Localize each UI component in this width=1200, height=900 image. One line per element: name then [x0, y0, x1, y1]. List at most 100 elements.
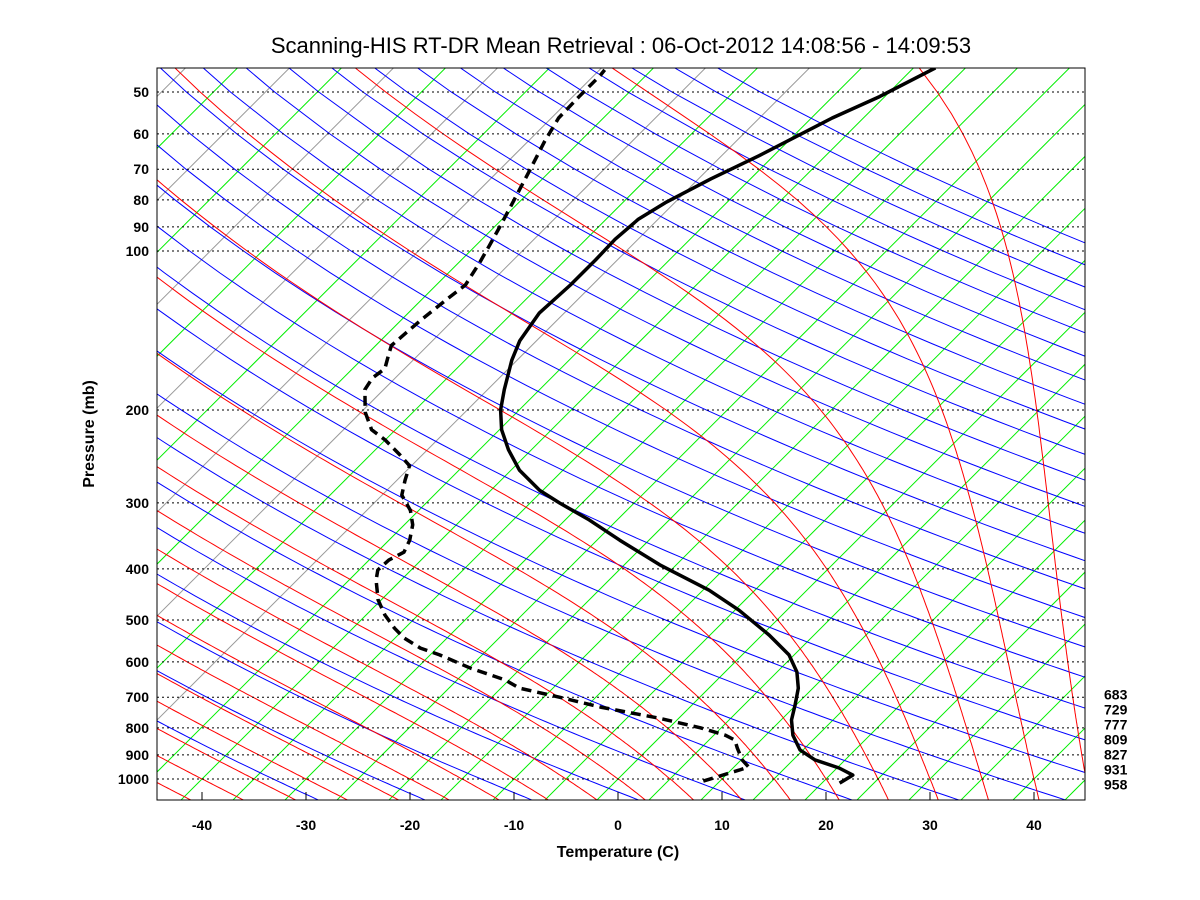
- isotherm-line: [440, 155, 1085, 800]
- moist-adiabat-line: [157, 700, 349, 800]
- plot-frame: [156, 67, 1086, 801]
- moist-adiabat-line: [354, 68, 989, 800]
- isotherm-line: [157, 68, 395, 305]
- x-axis-label: Temperature (C): [557, 844, 679, 861]
- temperature-profile-line: [498, 68, 937, 785]
- right-level-label: 958: [1104, 777, 1128, 793]
- y-tick-label: 300: [126, 495, 150, 511]
- y-tick-label: 100: [126, 243, 150, 259]
- isotherm-line: [232, 68, 967, 800]
- dry-adiabat-line: [157, 526, 747, 800]
- axes: -40 -30 -20 -10 0 10 20 30 40 6837297778098279319…: [156, 67, 1128, 833]
- isotherm-line: [157, 68, 551, 461]
- isotherm-line: [700, 415, 1085, 800]
- isotherm-line: [157, 68, 863, 773]
- moist-adiabat-line: [157, 466, 695, 800]
- profiles: [363, 68, 937, 785]
- x-tick-label: 30: [922, 817, 938, 833]
- isotherm-line: [648, 363, 1085, 800]
- moist-adiabat-line: [157, 509, 647, 800]
- isotherm-line: [157, 68, 655, 565]
- dry-adiabat-line: [202, 68, 1085, 534]
- isotherm-line: [1116, 41, 1200, 801]
- dry-adiabat-line: [373, 68, 1085, 430]
- right-level-label: 729: [1104, 702, 1128, 718]
- moist-adiabat-line: [157, 548, 598, 800]
- y-tick-label: 80: [133, 192, 149, 208]
- isotherm-line: [336, 68, 1071, 800]
- moist-adiabat-line: [918, 68, 1085, 777]
- dry-adiabat-line: [159, 68, 1085, 562]
- y-axis-label: Pressure (mb): [81, 380, 98, 488]
- right-level-label: 683: [1104, 687, 1128, 703]
- y-tick-label: 800: [126, 720, 150, 736]
- isotherm-line: [157, 68, 603, 513]
- isotherm-line: [856, 571, 1085, 800]
- dry-adiabat-line: [157, 573, 641, 800]
- moist-adiabat-line: [157, 754, 245, 800]
- right-level-label: 931: [1104, 762, 1128, 778]
- right-level-label: 777: [1104, 717, 1128, 733]
- y-tick-label: 60: [133, 126, 149, 142]
- isotherm-line: [544, 259, 1085, 800]
- dewpoint-profile-line: [363, 68, 751, 783]
- right-level-label: 809: [1104, 732, 1128, 748]
- dry-adiabat-line: [157, 670, 427, 800]
- y-tick-label: 600: [126, 654, 150, 670]
- dry-adiabat-line: [157, 225, 1085, 678]
- isotherm-line: [752, 467, 1085, 800]
- dry-adiabat-line: [459, 68, 1085, 381]
- moist-adiabat-line: [174, 68, 939, 800]
- isotherm-line: [908, 623, 1085, 800]
- y-tick-label: 500: [126, 612, 150, 628]
- y-tick-label: 90: [133, 219, 149, 235]
- dry-adiabat-line: [157, 184, 1085, 648]
- x-tick-label: -10: [504, 817, 524, 833]
- isotherm-line: [157, 68, 811, 721]
- dry-adiabat-line: [157, 104, 1085, 590]
- x-tick-label: -40: [192, 817, 212, 833]
- dry-adiabat-line: [157, 481, 854, 800]
- moist-adiabat-line: [157, 414, 743, 800]
- x-tick-label: 0: [614, 817, 622, 833]
- dry-adiabat-line: [331, 68, 1085, 455]
- isotherm-line: [157, 68, 447, 357]
- isotherm-line: [157, 68, 707, 617]
- isotherm-line: [0, 41, 5, 801]
- x-tick-label: -20: [400, 817, 420, 833]
- moist-adiabat-line: [157, 582, 550, 800]
- dry-adiabat-line: [545, 68, 1085, 334]
- moist-adiabat-line: [157, 179, 890, 800]
- isotherm-line: [388, 103, 1085, 800]
- isotherm-line: [157, 68, 343, 254]
- right-level-label: 827: [1104, 747, 1128, 763]
- dry-adiabat-line: [157, 144, 1085, 619]
- isotherm-line: [157, 68, 291, 202]
- isotherm-line: [157, 68, 759, 669]
- moist-adiabat-line: [157, 672, 400, 800]
- moist-adiabat-line: [157, 614, 501, 800]
- dry-adiabat-line: [157, 720, 320, 800]
- moist-adiabat-line: [157, 727, 297, 800]
- chart-title: Scanning-HIS RT-DR Mean Retrieval : 06-O…: [271, 33, 971, 58]
- moist-adiabat-line: [157, 352, 791, 800]
- dry-adiabat-line: [157, 436, 961, 800]
- y-tick-label: 70: [133, 161, 149, 177]
- isotherm-line: [804, 519, 1085, 800]
- moist-adiabat-line: [157, 644, 451, 800]
- moist-adiabat-line: [157, 276, 840, 800]
- y-tick-label: 200: [126, 402, 150, 418]
- x-tick-label: 20: [818, 817, 834, 833]
- x-tick-label: 40: [1026, 817, 1042, 833]
- isotherm-line: [0, 41, 57, 801]
- y-tick-label: 1000: [118, 771, 149, 787]
- isotherm-line: [596, 311, 1085, 800]
- isobars: 50 60 70 80 90 100 200 300 400 500 600 700 800 900 100…: [118, 84, 1085, 787]
- y-tick-label: 50: [133, 84, 149, 100]
- dry-adiabat-line: [157, 266, 1085, 709]
- dry-adiabat-line: [157, 350, 1085, 774]
- dry-adiabat-line: [157, 393, 1068, 800]
- y-tick-label: 400: [126, 561, 150, 577]
